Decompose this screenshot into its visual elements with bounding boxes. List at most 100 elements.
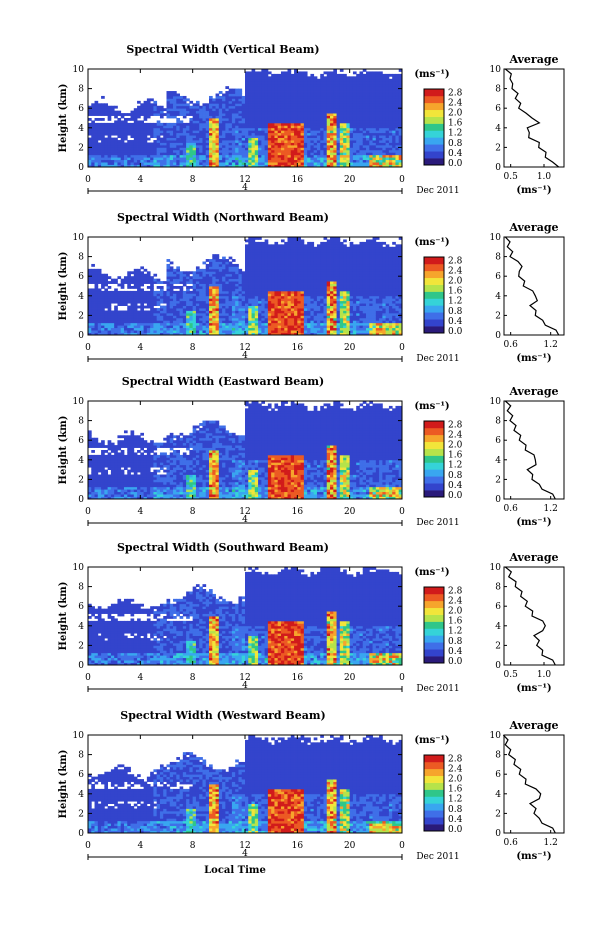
heatmap-cell <box>248 152 252 155</box>
heatmap-cell <box>117 318 121 321</box>
heatmap-cell <box>180 271 184 274</box>
heatmap-cell <box>209 281 213 284</box>
heatmap-cell <box>137 284 141 287</box>
heatmap-cell <box>193 279 197 282</box>
heatmap-cell <box>222 111 226 114</box>
heatmap-cell <box>222 106 226 109</box>
heatmap-cell <box>353 123 357 126</box>
heatmap-cell <box>189 318 193 321</box>
heatmap-cell <box>91 288 95 291</box>
heatmap-cell <box>297 160 301 163</box>
heatmap-cell <box>395 103 399 106</box>
heatmap-cell <box>346 89 350 92</box>
heatmap-cell <box>206 266 210 269</box>
heatmap-cell <box>117 296 121 299</box>
heatmap-cell <box>121 328 125 331</box>
heatmap-cell <box>193 281 197 284</box>
heatmap-cell <box>340 86 344 89</box>
heatmap-cell <box>140 281 144 284</box>
heatmap-cell <box>255 315 259 318</box>
heatmap-cell <box>216 118 220 121</box>
heatmap-cell <box>356 111 360 114</box>
heatmap-cell <box>382 84 386 87</box>
heatmap-cell <box>324 152 328 155</box>
heatmap-cell <box>258 116 262 119</box>
heatmap-cell <box>395 138 399 141</box>
heatmap-cell <box>294 301 298 304</box>
heatmap-cell <box>376 143 380 146</box>
heatmap-cell <box>314 143 318 146</box>
heatmap-cell <box>288 94 292 97</box>
heatmap-cell <box>176 320 180 323</box>
heatmap-cell <box>395 135 399 138</box>
heatmap-cell <box>271 325 275 328</box>
heatmap-cell <box>189 108 193 111</box>
heatmap-cell <box>229 145 233 148</box>
heatmap-cell <box>180 308 184 311</box>
heatmap-cell <box>278 320 282 323</box>
heatmap-cell <box>252 108 256 111</box>
heatmap-cell <box>356 76 360 79</box>
heatmap-cell <box>395 96 399 99</box>
heatmap-cell <box>320 113 324 116</box>
heatmap-cell <box>222 116 226 119</box>
heatmap-cell <box>111 325 115 328</box>
heatmap-cell <box>268 264 272 267</box>
heatmap-cell <box>193 271 197 274</box>
heatmap-cell <box>294 157 298 160</box>
heatmap-cell <box>229 286 233 289</box>
heatmap-cell <box>196 150 200 153</box>
heatmap-cell <box>265 133 269 136</box>
heatmap-cell <box>209 152 213 155</box>
heatmap-cell <box>163 162 167 165</box>
heatmap-cell <box>193 103 197 106</box>
heatmap-cell <box>271 152 275 155</box>
heatmap-cell <box>91 328 95 331</box>
heatmap-cell <box>324 128 328 131</box>
heatmap-cell <box>294 118 298 121</box>
heatmap-cell <box>291 281 295 284</box>
heatmap-cell <box>327 152 331 155</box>
heatmap-cell <box>127 306 131 309</box>
heatmap-cell <box>330 145 334 148</box>
heatmap-cell <box>359 89 363 92</box>
heatmap-cell <box>294 74 298 77</box>
heatmap-cell <box>291 259 295 262</box>
heatmap-cell <box>180 111 184 114</box>
heatmap-cell <box>271 120 275 123</box>
heatmap-cell <box>114 157 118 160</box>
heatmap-cell <box>248 71 252 74</box>
heatmap-cell <box>333 74 337 77</box>
heatmap-cell <box>150 315 154 318</box>
heatmap-cell <box>229 288 233 291</box>
heatmap-cell <box>324 143 328 146</box>
heatmap-cell <box>134 138 138 141</box>
heatmap-cell <box>297 152 301 155</box>
heatmap-cell <box>229 133 233 136</box>
heatmap-cell <box>333 84 337 87</box>
heatmap-cell <box>216 155 220 158</box>
heatmap-cell <box>186 128 190 131</box>
heatmap-cell <box>278 123 282 126</box>
heatmap-cell <box>147 318 151 321</box>
heatmap-cell <box>170 330 174 333</box>
heatmap-cell <box>242 284 246 287</box>
heatmap-cell <box>324 120 328 123</box>
heatmap-cell <box>235 130 239 133</box>
heatmap-cell <box>153 103 157 106</box>
heatmap-cell <box>252 311 256 314</box>
heatmap-cell <box>288 303 292 306</box>
heatmap-cell <box>167 103 171 106</box>
heatmap-cell <box>284 306 288 309</box>
heatmap-cell <box>288 239 292 242</box>
heatmap-cell <box>291 296 295 299</box>
heatmap-cell <box>180 106 184 109</box>
heatmap-cell <box>153 279 157 282</box>
heatmap-cell <box>252 271 256 274</box>
heatmap-cell <box>121 325 125 328</box>
heatmap-cell <box>167 286 171 289</box>
heatmap-cell <box>176 311 180 314</box>
heatmap-cell <box>320 130 324 133</box>
heatmap-cell <box>242 118 246 121</box>
heatmap-cell <box>183 152 187 155</box>
